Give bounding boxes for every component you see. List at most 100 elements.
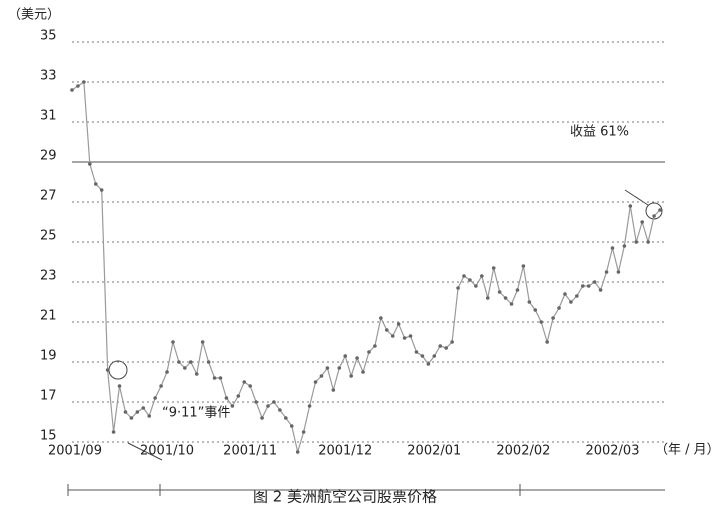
data-point (70, 88, 74, 92)
x-axis-label: （年 / 月） (655, 443, 720, 458)
highlight-circle (645, 202, 663, 220)
data-point (480, 274, 484, 278)
data-point (497, 290, 502, 294)
data-point (242, 380, 247, 384)
data-point (527, 300, 532, 304)
data-point (82, 80, 86, 84)
data-point (76, 84, 80, 88)
data-point (634, 240, 639, 244)
data-point (188, 360, 193, 364)
x-tick-label: 2002/01 (407, 444, 461, 459)
data-point (230, 404, 235, 408)
data-point (135, 410, 140, 414)
data-point (575, 294, 579, 298)
data-point (153, 396, 157, 400)
data-point (224, 396, 229, 400)
data-point (177, 360, 181, 364)
pointer-line (127, 442, 163, 461)
data-point (141, 406, 146, 410)
data-point (194, 372, 199, 376)
data-point (123, 410, 128, 414)
data-point (301, 430, 306, 434)
annotation: 收益 61% (570, 125, 629, 140)
data-point (248, 384, 252, 388)
y-tick-label: 17 (40, 389, 57, 404)
data-point (604, 270, 609, 274)
data-point (521, 264, 526, 268)
data-point (396, 322, 401, 326)
data-point (408, 334, 413, 338)
data-point (111, 430, 116, 434)
data-point (337, 366, 342, 370)
data-point (260, 416, 264, 420)
y-tick-label: 25 (40, 229, 57, 244)
data-point (539, 320, 544, 324)
data-point (307, 404, 312, 408)
data-point (515, 288, 520, 292)
data-point (379, 316, 383, 320)
data-point (503, 296, 508, 300)
data-point (361, 370, 365, 374)
data-point (420, 354, 425, 358)
data-point (640, 220, 644, 224)
y-tick-label: 31 (40, 109, 57, 124)
data-point (313, 380, 318, 384)
data-point (331, 388, 336, 392)
data-point (586, 284, 591, 288)
data-point (159, 384, 163, 388)
data-point (456, 286, 460, 290)
data-point (592, 280, 597, 284)
data-point (533, 308, 538, 312)
data-point (355, 356, 359, 360)
data-point (598, 288, 603, 292)
data-point (367, 350, 371, 354)
data-point (545, 340, 549, 344)
y-tick-label: 27 (40, 189, 57, 204)
data-point (266, 404, 270, 408)
data-point (622, 244, 627, 248)
y-axis-label: （美元） (8, 8, 60, 23)
data-point (343, 354, 348, 358)
data-point (474, 284, 478, 288)
data-point (384, 328, 389, 332)
data-point (218, 376, 223, 380)
data-point (93, 182, 98, 186)
data-point (147, 414, 152, 418)
data-point (491, 266, 496, 270)
data-point (171, 340, 175, 344)
price-line (71, 80, 661, 455)
data-point (254, 400, 258, 404)
y-tick-label: 23 (40, 269, 57, 284)
data-point (278, 408, 282, 412)
data-point (289, 424, 294, 428)
data-point (432, 354, 437, 358)
data-point (183, 366, 187, 370)
y-tick-label: 19 (40, 349, 57, 364)
data-point (325, 366, 330, 370)
data-point (284, 416, 288, 420)
x-tick-label: 2001/12 (318, 444, 372, 459)
highlight-circle (108, 360, 128, 380)
y-tick-label: 15 (40, 429, 57, 444)
data-point (105, 368, 110, 372)
data-point (390, 334, 395, 338)
data-point (438, 344, 443, 348)
data-point (658, 208, 662, 212)
data-point (509, 302, 514, 306)
data-point (373, 344, 377, 348)
data-point (450, 340, 454, 344)
data-point (129, 416, 134, 420)
data-point (610, 246, 615, 250)
data-point (628, 204, 633, 208)
data-point (206, 360, 211, 364)
data-point (212, 376, 217, 380)
x-tick-label: 2001/11 (223, 444, 277, 459)
x-tick-label: 2001/10 (140, 444, 194, 459)
annotation: “9·11”事件 (162, 406, 230, 421)
y-tick-label: 33 (40, 69, 57, 84)
data-point (652, 214, 656, 218)
y-tick-label: 21 (40, 309, 57, 324)
data-point (402, 336, 407, 340)
data-point (569, 300, 573, 304)
